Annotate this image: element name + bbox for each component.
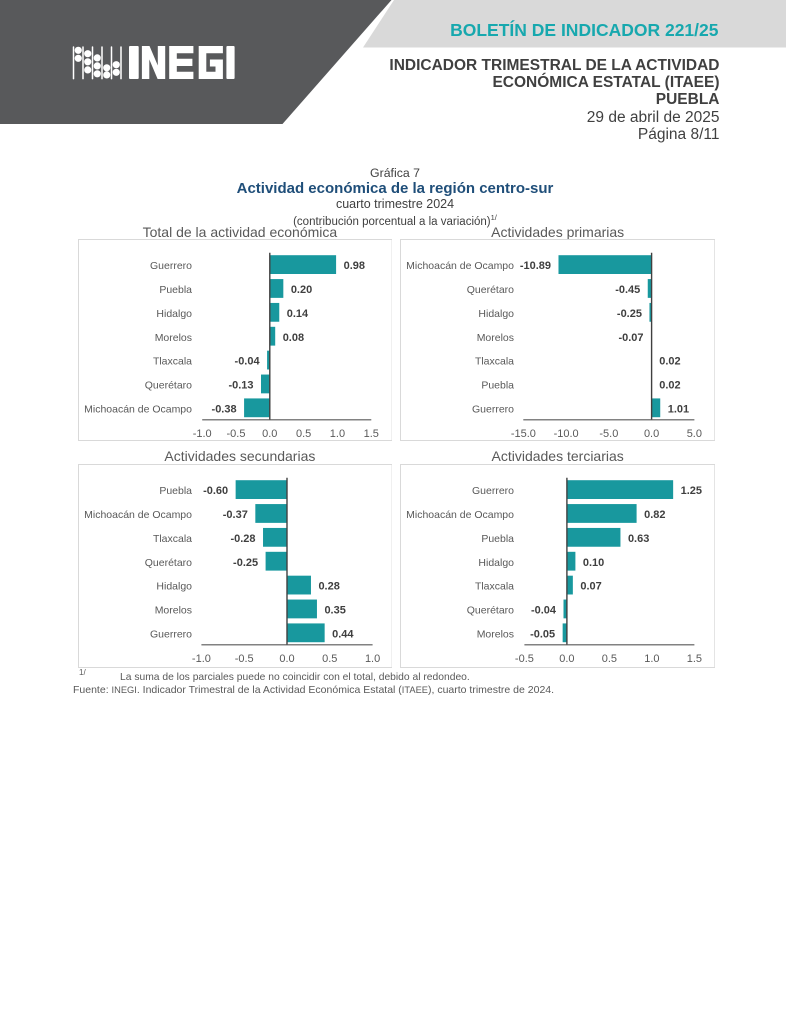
svg-text:-0.38: -0.38 — [211, 403, 236, 415]
svg-text:Hidalgo: Hidalgo — [156, 582, 192, 593]
svg-text:-0.04: -0.04 — [234, 356, 260, 368]
svg-text:Puebla: Puebla — [481, 381, 514, 392]
svg-text:1.0: 1.0 — [329, 428, 344, 440]
svg-text:Hidalgo: Hidalgo — [156, 309, 192, 320]
svg-text:0.0: 0.0 — [262, 428, 277, 440]
svg-text:Michoacán de Ocampo: Michoacán de Ocampo — [406, 510, 514, 521]
svg-text:0.07: 0.07 — [580, 581, 601, 593]
svg-text:0.35: 0.35 — [324, 605, 345, 617]
svg-text:0.63: 0.63 — [627, 533, 648, 545]
svg-text:Tlaxcala: Tlaxcala — [474, 582, 513, 593]
svg-text:0.0: 0.0 — [559, 653, 574, 665]
svg-text:0.28: 0.28 — [318, 581, 339, 593]
svg-text:-15.0: -15.0 — [510, 428, 535, 440]
svg-text:-0.07: -0.07 — [618, 332, 643, 344]
svg-text:0.08: 0.08 — [282, 332, 303, 344]
svg-text:Querétaro: Querétaro — [466, 606, 513, 617]
svg-text:1.25: 1.25 — [680, 485, 701, 497]
svg-text:Puebla: Puebla — [159, 285, 192, 296]
svg-text:-5.0: -5.0 — [599, 428, 618, 440]
svg-text:Morelos: Morelos — [476, 629, 513, 640]
svg-text:Michoacán de Ocampo: Michoacán de Ocampo — [406, 261, 514, 272]
svg-text:Guerrero: Guerrero — [150, 261, 192, 272]
svg-text:0.82: 0.82 — [644, 509, 665, 521]
svg-text:-0.05: -0.05 — [530, 628, 555, 640]
svg-text:-0.37: -0.37 — [222, 509, 247, 521]
svg-text:-10.0: -10.0 — [553, 428, 578, 440]
svg-text:Querétaro: Querétaro — [144, 381, 191, 392]
svg-text:-0.45: -0.45 — [615, 284, 640, 296]
svg-text:0.20: 0.20 — [290, 284, 311, 296]
svg-text:Morelos: Morelos — [154, 606, 191, 617]
svg-text:Tlaxcala: Tlaxcala — [153, 534, 192, 545]
svg-text:0.44: 0.44 — [332, 628, 354, 640]
svg-text:Michoacán de Ocampo: Michoacán de Ocampo — [84, 510, 192, 521]
svg-text:0.0: 0.0 — [279, 653, 294, 665]
svg-text:Tlaxcala: Tlaxcala — [153, 357, 192, 368]
svg-text:Guerrero: Guerrero — [472, 486, 514, 497]
svg-text:1.5: 1.5 — [686, 653, 701, 665]
svg-text:-1.0: -1.0 — [192, 653, 211, 665]
svg-text:0.98: 0.98 — [343, 260, 364, 272]
svg-text:0.10: 0.10 — [582, 557, 603, 569]
svg-text:0.5: 0.5 — [296, 428, 311, 440]
svg-text:0.0: 0.0 — [643, 428, 658, 440]
svg-text:Tlaxcala: Tlaxcala — [474, 357, 513, 368]
svg-text:-0.25: -0.25 — [233, 557, 258, 569]
svg-text:Querétaro: Querétaro — [466, 285, 513, 296]
svg-text:1.0: 1.0 — [365, 653, 380, 665]
svg-text:Querétaro: Querétaro — [144, 558, 191, 569]
svg-text:Puebla: Puebla — [481, 534, 514, 545]
svg-text:Puebla: Puebla — [159, 486, 192, 497]
svg-text:1.01: 1.01 — [667, 403, 688, 415]
svg-text:-0.25: -0.25 — [616, 308, 641, 320]
svg-text:0.14: 0.14 — [286, 308, 308, 320]
svg-text:0.02: 0.02 — [659, 356, 680, 368]
svg-text:-0.13: -0.13 — [228, 380, 253, 392]
svg-text:Michoacán de Ocampo: Michoacán de Ocampo — [84, 404, 192, 415]
svg-text:1.0: 1.0 — [644, 653, 659, 665]
svg-text:Guerrero: Guerrero — [472, 404, 514, 415]
svg-text:Guerrero: Guerrero — [150, 629, 192, 640]
svg-text:1.5: 1.5 — [363, 428, 378, 440]
svg-text:Morelos: Morelos — [476, 333, 513, 344]
svg-text:-1.0: -1.0 — [192, 428, 211, 440]
svg-text:-0.5: -0.5 — [234, 653, 253, 665]
svg-text:-0.5: -0.5 — [514, 653, 533, 665]
svg-text:-0.60: -0.60 — [203, 485, 228, 497]
svg-text:-10.89: -10.89 — [519, 260, 550, 272]
svg-text:0.5: 0.5 — [322, 653, 337, 665]
svg-text:0.02: 0.02 — [659, 380, 680, 392]
svg-text:-0.5: -0.5 — [226, 428, 245, 440]
svg-text:0.5: 0.5 — [601, 653, 616, 665]
svg-text:-0.28: -0.28 — [230, 533, 255, 545]
svg-text:Hidalgo: Hidalgo — [478, 558, 514, 569]
svg-text:5.0: 5.0 — [686, 428, 701, 440]
svg-text:-0.04: -0.04 — [530, 605, 556, 617]
svg-text:Morelos: Morelos — [154, 333, 191, 344]
svg-text:Hidalgo: Hidalgo — [478, 309, 514, 320]
